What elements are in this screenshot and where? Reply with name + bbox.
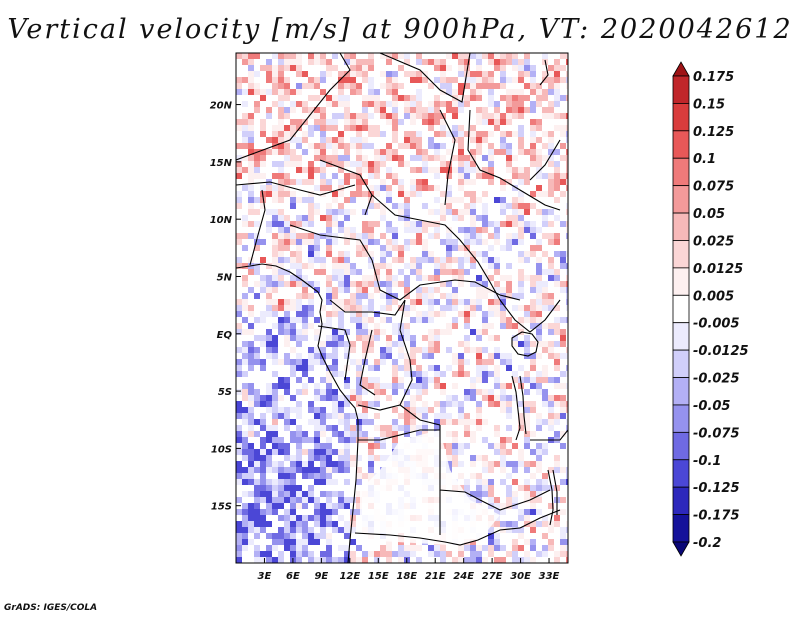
colorbar-swatch: [672, 212, 690, 241]
border-line: [519, 509, 561, 529]
lake-victoria: [511, 331, 539, 357]
colorbar-swatch: [672, 103, 690, 132]
frame-border: [235, 52, 569, 564]
colorbar-label: -0.2: [693, 536, 721, 551]
border-line: [539, 59, 549, 86]
colorbar-swatch: [672, 267, 690, 296]
velocity-field: [236, 53, 568, 563]
plot-frame: [235, 52, 569, 564]
border-line: [371, 194, 501, 301]
y-tick-label: 15N: [210, 158, 233, 169]
border-line: [236, 53, 351, 161]
border-line: [399, 299, 441, 426]
colorbar-label: 0.025: [693, 234, 734, 249]
colorbar: 0.175 0.15 0.125 0.1 0.075 0.05 0.025 0.0125 0.0…: [672, 61, 749, 557]
y-axis: 20N 15N 10N 5N EQ 5S 10S 15S: [210, 101, 241, 513]
colorbar-arrow-bottom: [672, 541, 690, 557]
lake-tanganyika: [511, 375, 527, 441]
colorbar-label: -0.0125: [693, 344, 749, 359]
border-line: [249, 189, 266, 266]
colorbar-swatch: [672, 431, 690, 461]
colorbar-label: 0.005: [693, 289, 734, 304]
colorbar-label: 0.1: [693, 152, 716, 167]
border-line: [359, 329, 376, 396]
x-tick-label: 15E: [368, 571, 389, 582]
coastline: [236, 263, 359, 563]
border-line: [467, 109, 561, 211]
border-line: [329, 299, 406, 316]
y-tick-label: 10S: [211, 444, 232, 455]
border-line: [439, 109, 456, 206]
colorbar-swatch: [672, 377, 690, 406]
country-borders: [236, 53, 568, 563]
lake-malawi: [547, 469, 558, 526]
x-tick-label: 24E: [453, 571, 474, 582]
x-tick-label: 6E: [286, 571, 300, 582]
x-tick-label: 21E: [425, 571, 446, 582]
border-line: [529, 139, 561, 181]
colorbar-label: -0.1: [693, 454, 721, 469]
colorbar-swatch: [672, 157, 690, 187]
colorbar-swatch: [672, 294, 690, 324]
x-tick-label: 9E: [314, 571, 328, 582]
grads-credit: GrADS: IGES/COLA: [4, 603, 98, 613]
x-tick-label: 30E: [510, 571, 531, 582]
border-line: [371, 259, 521, 301]
colorbar-swatch: [672, 459, 690, 488]
x-tick-label: 12E: [339, 571, 360, 582]
colorbar-label: 0.175: [693, 70, 734, 85]
colorbar-label: 0.05: [693, 207, 725, 222]
colorbar-arrow-top: [672, 61, 690, 77]
colorbar-swatch: [672, 322, 690, 351]
border-line: [236, 181, 356, 196]
colorbar-swatch: [672, 404, 690, 433]
colorbar-label: -0.005: [693, 317, 740, 332]
border-line: [379, 53, 471, 103]
y-tick-label: 10N: [210, 215, 233, 226]
colorbar-swatch: [672, 75, 690, 104]
y-tick-label: 20N: [210, 101, 233, 112]
border-line: [317, 325, 351, 381]
colorbar-label: 0.125: [693, 125, 734, 140]
colorbar-swatch: [672, 349, 690, 378]
colorbar-swatch: [672, 514, 690, 543]
colorbar-label: 0.0125: [693, 262, 743, 277]
border-line: [499, 299, 561, 333]
x-tick-label: 3E: [258, 571, 272, 582]
y-tick-label: EQ: [217, 330, 233, 341]
colorbar-label: -0.075: [693, 426, 740, 441]
colorbar-swatch: [672, 486, 690, 515]
colorbar-swatch: [672, 130, 690, 159]
colorbar-label: -0.125: [693, 481, 740, 496]
border-line: [354, 527, 521, 546]
colorbar-label: -0.175: [693, 509, 740, 524]
y-tick-label: 5S: [218, 387, 232, 398]
x-axis: 3E 6E 9E 12E 15E 18E 21E 24E 27E 30E 33E: [258, 558, 560, 582]
colorbar-label: 0.15: [693, 97, 725, 112]
y-tick-label: 15S: [211, 502, 232, 513]
border-line: [289, 224, 373, 261]
x-tick-label: 18E: [396, 571, 417, 582]
x-tick-label: 27E: [482, 571, 503, 582]
y-tick-label: 5N: [217, 272, 233, 283]
border-line: [319, 159, 373, 216]
colorbar-label: -0.025: [693, 372, 740, 387]
x-tick-label: 33E: [539, 571, 560, 582]
colorbar-swatch: [672, 240, 690, 269]
colorbar-swatch: [672, 185, 690, 214]
border-line: [530, 429, 568, 441]
colorbar-label: 0.075: [693, 180, 734, 195]
colorbar-label: -0.05: [693, 399, 730, 414]
border-line: [357, 404, 401, 411]
border-line: [358, 429, 440, 441]
page-title: Vertical velocity [m/s] at 900hPa, VT: 2…: [7, 14, 793, 45]
